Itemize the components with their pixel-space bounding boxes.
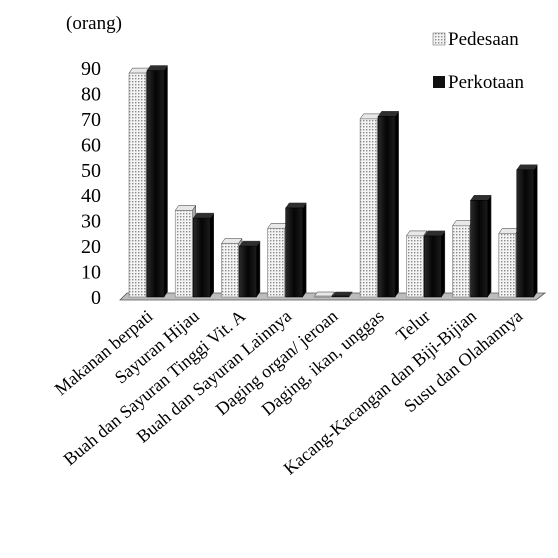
- bar-perkotaan-makanan-berpati: [146, 64, 168, 298]
- bars: [128, 64, 538, 298]
- bar-perkotaan-susu-dan-olahannya: [516, 163, 538, 298]
- unit-label: (orang): [66, 13, 122, 34]
- y-tick-label: 10: [81, 262, 101, 284]
- bar-perkotaan-kacang-kacangan-dan-biji-bijian: [470, 194, 492, 298]
- bar-perkotaan-buah-dan-sayuran-tinggi-vit-a: [238, 240, 261, 298]
- y-tick-label: 0: [91, 287, 101, 309]
- y-tick-label: 90: [81, 58, 101, 80]
- y-axis: 0 10 20 30 40 50 60 70 80 90: [81, 58, 101, 309]
- legend-label-perkotaan: Perkotaan: [448, 72, 524, 93]
- bar-pedesaan-daging-organ-jeroan: [313, 291, 335, 298]
- bar-pedesaan-sayuran-hijau: [174, 204, 197, 298]
- bar-pedesaan-susu-dan-olahannya: [498, 227, 520, 298]
- legend-swatch-pedesaan: [432, 32, 446, 46]
- bar-pedesaan-daging-ikan-unggas: [359, 113, 382, 298]
- legend-swatch-perkotaan: [433, 76, 445, 88]
- bar-perkotaan-daging-organ-jeroan: [331, 291, 353, 298]
- y-tick-label: 50: [81, 160, 101, 182]
- y-tick-label: 60: [81, 134, 101, 156]
- bar-pedesaan-buah-dan-sayuran-tinggi-vit-a: [220, 237, 243, 298]
- y-tick-label: 30: [81, 211, 101, 233]
- bar-perkotaan-sayuran-hijau: [192, 212, 215, 298]
- bar-pedesaan-makanan-berpati: [128, 67, 150, 298]
- bar-perkotaan-telur: [423, 230, 446, 298]
- bar-pedesaan-telur: [405, 230, 428, 298]
- legend-label-pedesaan: Pedesaan: [448, 29, 519, 50]
- y-tick-label: 70: [81, 109, 101, 131]
- bar-pedesaan-buah-dan-sayuran-lainnya: [267, 222, 289, 298]
- bar-perkotaan-daging-ikan-unggas: [377, 110, 400, 298]
- y-tick-label: 20: [81, 236, 101, 258]
- legend: Pedesaan Perkotaan: [432, 29, 524, 93]
- x-category-label: Buah dan Sayuran Tinggi Vit. A: [60, 306, 250, 470]
- bar-perkotaan-buah-dan-sayuran-lainnya: [285, 202, 307, 298]
- y-tick-label: 40: [81, 185, 101, 207]
- bar-pedesaan-kacang-kacangan-dan-biji-bijian: [452, 219, 474, 298]
- y-tick-label: 80: [81, 83, 101, 105]
